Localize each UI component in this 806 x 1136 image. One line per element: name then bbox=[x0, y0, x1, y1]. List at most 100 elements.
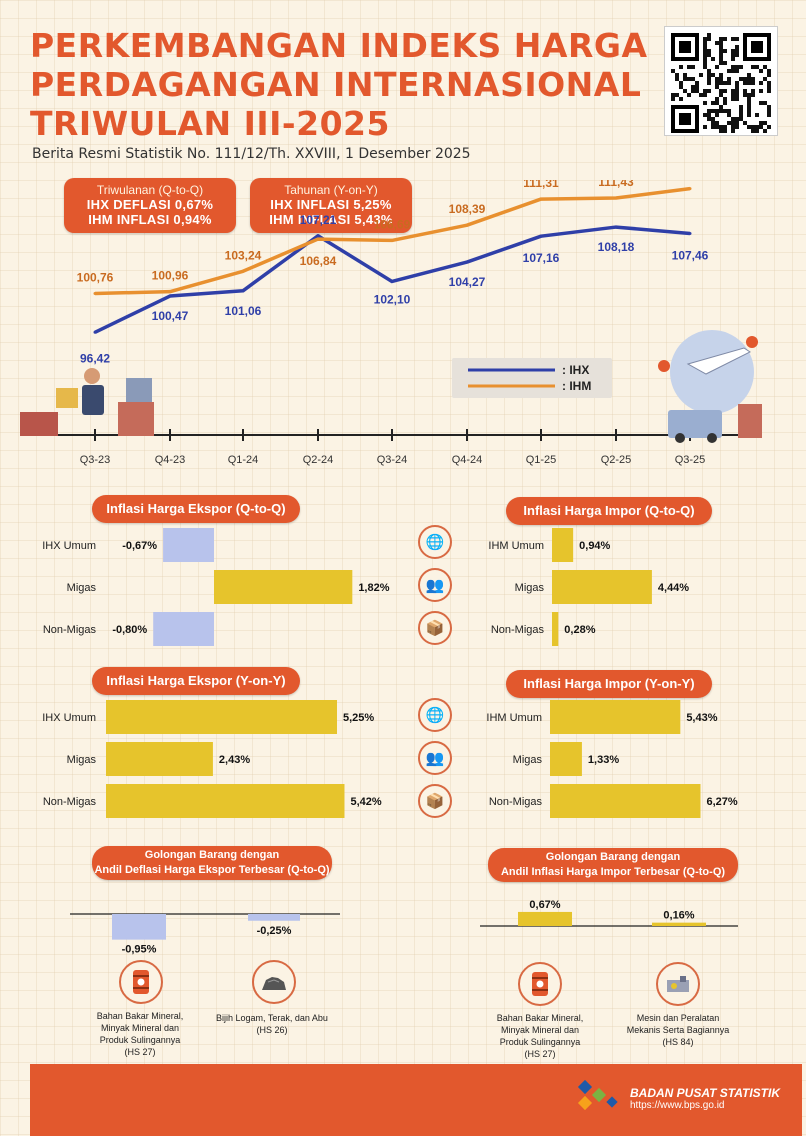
category-label: Migas bbox=[67, 582, 97, 594]
qr-module bbox=[739, 77, 743, 81]
qr-module bbox=[727, 109, 731, 113]
x-tick-label: Q1-25 bbox=[526, 454, 557, 466]
qr-module bbox=[723, 61, 727, 65]
qr-module bbox=[731, 49, 735, 53]
qr-module bbox=[723, 89, 727, 93]
caption-deflation-hs27: Bahan Bakar Mineral, Minyak Mineral dan … bbox=[70, 1010, 210, 1058]
crate bbox=[118, 402, 154, 436]
data-point-ihm bbox=[168, 290, 172, 294]
data-point-ihm bbox=[316, 237, 320, 241]
qr-module bbox=[731, 53, 735, 57]
qr-module bbox=[695, 89, 699, 93]
qr-module bbox=[731, 97, 735, 101]
oil-meeting-icon: 👥 bbox=[418, 568, 452, 602]
export-qtq-bar-chart: IHX Umum -0,67% Migas 1,82% Non-Migas -0,80% bbox=[42, 528, 390, 646]
globe-trade-icon: 🌐 bbox=[418, 698, 452, 732]
badge-qtq: Triwulanan (Q-to-Q) IHX DEFLASI 0,67% IH… bbox=[64, 178, 236, 233]
qr-module bbox=[715, 125, 719, 129]
qr-module bbox=[747, 101, 751, 105]
bps-org-name: BADAN PUSAT STATISTIK bbox=[630, 1086, 780, 1100]
data-point-ihm bbox=[688, 187, 692, 191]
caption-line: Bahan Bakar Mineral, bbox=[496, 1013, 584, 1023]
qr-module bbox=[707, 49, 711, 53]
qr-finder bbox=[679, 113, 691, 125]
qr-module bbox=[767, 125, 771, 129]
data-point-ihm bbox=[390, 238, 394, 242]
qr-module bbox=[683, 77, 687, 81]
qr-module bbox=[703, 57, 707, 61]
qr-module bbox=[703, 125, 707, 129]
qr-module bbox=[695, 85, 699, 89]
data-point-ihx bbox=[390, 279, 394, 283]
caption-line: Bijih Logam, Terak, dan Abu bbox=[216, 1013, 328, 1023]
badge-yoy-line2: IHM INFLASI 5,43% bbox=[269, 212, 393, 227]
qr-module bbox=[735, 117, 739, 121]
title-import-qtq: Inflasi Harga Impor (Q-to-Q) bbox=[506, 497, 712, 525]
deflation-contrib-bar-chart: -0,95% -0,25% bbox=[70, 913, 340, 956]
data-point-ihx bbox=[539, 234, 543, 238]
qr-module bbox=[747, 125, 751, 129]
bar-value-label: -0,67% bbox=[122, 540, 157, 552]
qr-module bbox=[719, 89, 723, 93]
data-point-ihm bbox=[539, 197, 543, 201]
qr-module bbox=[715, 41, 719, 45]
qr-module bbox=[715, 85, 719, 89]
oil-barrel-icon bbox=[119, 960, 163, 1004]
qr-module bbox=[767, 81, 771, 85]
data-label-ihm: 111,31 bbox=[523, 180, 559, 190]
qr-module bbox=[747, 81, 751, 85]
qr-module bbox=[715, 77, 719, 81]
qr-module bbox=[759, 81, 763, 85]
qr-module bbox=[691, 85, 695, 89]
qr-module bbox=[719, 109, 723, 113]
qr-code[interactable] bbox=[664, 26, 778, 136]
qr-module bbox=[691, 77, 695, 81]
qr-module bbox=[759, 125, 763, 129]
qr-module bbox=[703, 65, 707, 69]
data-label-ihx: 100,47 bbox=[152, 309, 189, 323]
qr-module bbox=[691, 89, 695, 93]
qr-module bbox=[711, 73, 715, 77]
qr-module bbox=[751, 93, 755, 97]
data-label-ihx: 107,21 bbox=[300, 213, 337, 227]
bar bbox=[106, 742, 213, 776]
qr-module bbox=[715, 97, 719, 101]
data-label-ihm: 106,84 bbox=[300, 254, 337, 268]
bar-value-label: 6,27% bbox=[706, 796, 737, 808]
oil-meeting-icon: 👥 bbox=[418, 741, 452, 775]
qr-module bbox=[723, 49, 727, 53]
qr-module bbox=[703, 41, 707, 45]
qr-module bbox=[731, 69, 735, 73]
title-export-qtq: Inflasi Harga Ekspor (Q-to-Q) bbox=[92, 495, 300, 523]
legend-box bbox=[452, 358, 612, 398]
qr-module bbox=[751, 81, 755, 85]
x-tick-label: Q3-23 bbox=[80, 454, 111, 466]
bps-website-link[interactable]: https://www.bps.go.id bbox=[630, 1100, 725, 1111]
qr-module bbox=[739, 65, 743, 69]
title-deflation-contrib: Golongan Barang dengan Andil Deflasi Har… bbox=[92, 846, 332, 880]
title-inflation-line2: Andil Inflasi Harga Impor Terbesar (Q-to… bbox=[500, 866, 726, 878]
badge-yoy-line1: IHX INFLASI 5,25% bbox=[270, 197, 392, 212]
category-label: IHM Umum bbox=[488, 540, 544, 552]
bar bbox=[552, 570, 652, 604]
qr-module bbox=[767, 73, 771, 77]
data-label-ihm: 103,24 bbox=[225, 248, 262, 262]
bar-value-label: 5,43% bbox=[686, 712, 717, 724]
data-label-ihx: 107,46 bbox=[672, 249, 709, 263]
qr-module bbox=[703, 89, 707, 93]
legend-label-ihm: : IHM bbox=[562, 379, 591, 393]
qr-module bbox=[703, 49, 707, 53]
qr-module bbox=[731, 117, 735, 121]
bar-value-label: 4,44% bbox=[658, 582, 689, 594]
bar-value-label: -0,80% bbox=[112, 624, 147, 636]
qr-module bbox=[735, 93, 739, 97]
pin-icon bbox=[746, 336, 758, 348]
qr-module bbox=[719, 73, 723, 77]
qr-module bbox=[707, 69, 711, 73]
qr-module bbox=[691, 65, 695, 69]
contribution-value-label: 0,67% bbox=[529, 899, 560, 911]
bar bbox=[552, 528, 574, 562]
bar bbox=[214, 570, 353, 604]
qr-module bbox=[707, 109, 711, 113]
qr-module bbox=[767, 109, 771, 113]
